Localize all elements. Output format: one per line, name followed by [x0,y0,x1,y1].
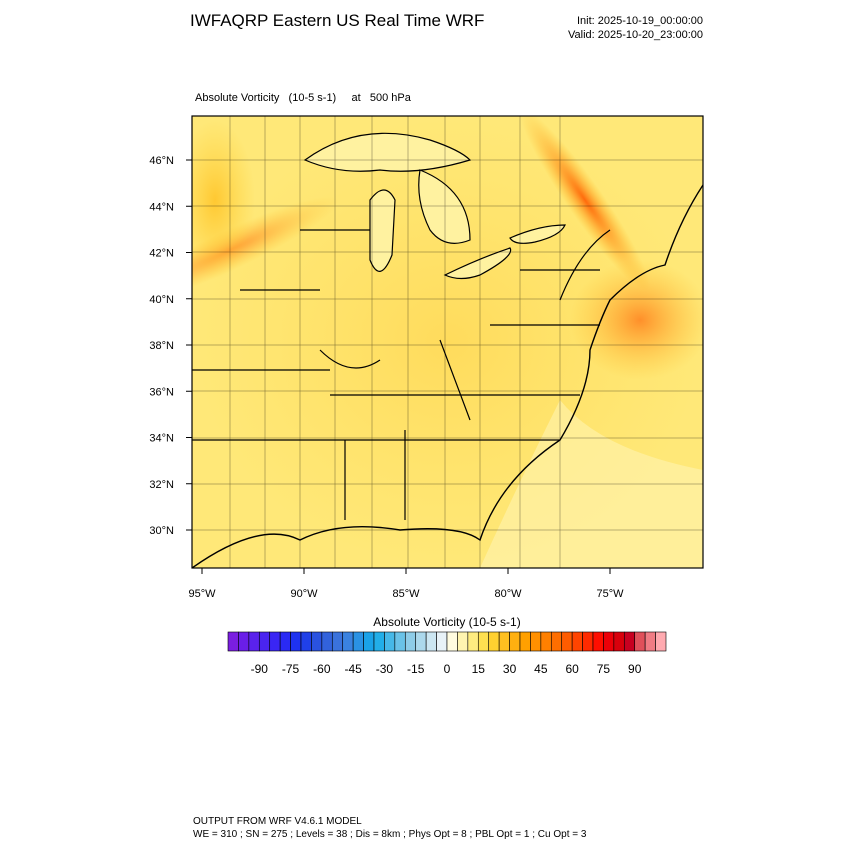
lat-labels: 46°N 44°N 42°N 40°N 38°N 36°N 34°N 32°N 30°N [149,155,192,537]
lon-label: 80°W [494,588,522,600]
lon-label: 95°W [188,588,216,600]
colorbar-box [384,631,396,652]
map-frame [191,115,704,569]
colorbar-tick-label: 60 [565,662,579,676]
colorbar-tick-label: -45 [344,662,362,676]
lon-label: 75°W [596,588,624,600]
colorbar-box [290,631,302,652]
colorbar-tick-label: -75 [282,662,300,676]
lat-label: 38°N [149,340,174,352]
colorbar-box [352,631,364,652]
colorbar-box [540,631,552,652]
lat-label: 32°N [149,479,174,491]
colorbar-box [436,631,448,652]
colorbar-box [603,631,615,652]
lon-label: 85°W [392,588,420,600]
colorbar-box [248,631,260,652]
colorbar-tick-label: 30 [503,662,517,676]
colorbar: -90 -75 -60 -45 -30 -15 0 15 30 45 60 75 90 [227,631,667,676]
colorbar-box [331,631,344,652]
colorbar-box [363,631,375,652]
colorbar-box [238,631,250,652]
colorbar-box [498,631,510,652]
lon-label: 90°W [290,588,318,600]
colorbar-tick-label: -15 [407,662,425,676]
lat-label: 40°N [149,294,174,306]
colorbar-box [373,631,385,652]
colorbar-tick-label: 75 [597,662,611,676]
colorbar-tick-label: -30 [376,662,394,676]
colorbar-tick-label: 15 [472,662,486,676]
colorbar-title: Absolute Vorticity (10-5 s-1) [373,615,520,629]
colorbar-box [300,631,312,652]
colorbar-tick-label: 45 [534,662,548,676]
lat-label: 36°N [149,386,174,398]
colorbar-box [655,631,667,652]
valid-time: Valid: 2025-10-20_23:00:00 [568,29,703,41]
colorbar-box [634,631,646,652]
lat-label: 42°N [149,248,174,260]
colorbar-box [457,631,469,652]
colorbar-box [425,631,437,652]
colorbar-box [519,631,531,652]
colorbar-box [623,631,636,652]
lat-label: 34°N [149,433,174,445]
colorbar-box [561,631,573,652]
lon-labels: 95°W 90°W 85°W 80°W 75°W [188,568,624,600]
colorbar-box [394,631,406,652]
colorbar-box [592,631,604,652]
colorbar-box [342,631,354,652]
colorbar-box [467,631,479,652]
colorbar-box [550,631,563,652]
lat-label: 30°N [149,525,174,537]
colorbar-tick-label: -90 [251,662,269,676]
colorbar-box [404,631,417,652]
colorbar-box [321,631,333,652]
colorbar-box [582,631,594,652]
colorbar-box [415,631,427,652]
colorbar-tick-label: 0 [444,662,451,676]
colorbar-box [644,631,656,652]
footer-line: OUTPUT FROM WRF V4.6.1 MODEL [193,816,362,827]
colorbar-box [488,631,500,652]
init-time: Init: 2025-10-19_00:00:00 [577,15,703,27]
colorbar-box [530,631,542,652]
colorbar-box [227,631,239,652]
colorbar-box [509,631,521,652]
title: IWFAQRP Eastern US Real Time WRF [190,11,484,30]
footer-line: WE = 310 ; SN = 275 ; Levels = 38 ; Dis … [193,829,587,840]
colorbar-box [311,631,323,652]
colorbar-box [258,631,271,652]
colorbar-box [613,631,625,652]
colorbar-box [269,631,281,652]
map [192,116,703,568]
lat-label: 44°N [149,201,174,213]
field-label: Absolute Vorticity (10-5 s-1) at 500 hPa [195,92,412,104]
colorbar-box [477,631,490,652]
lat-label: 46°N [149,155,174,167]
colorbar-box [279,631,291,652]
colorbar-tick-label: 90 [628,662,642,676]
colorbar-box [571,631,583,652]
colorbar-tick-label: -60 [313,662,331,676]
colorbar-box [446,631,458,652]
